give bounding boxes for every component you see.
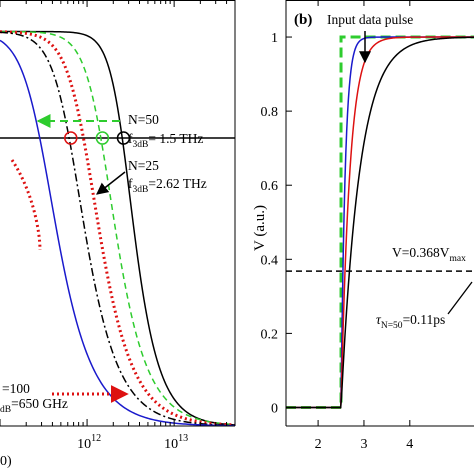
n50-label: N=50	[128, 112, 159, 127]
panel-a-series-4	[0, 39, 235, 426]
panel-a-series-3	[0, 31, 235, 426]
panel-b-ytick-label-2: 0.4	[261, 253, 279, 268]
panel-a-marker-1	[95, 131, 110, 145]
tau-label: τN=50=0.11ps	[376, 312, 445, 331]
panel-b-xtick-label-1: 3	[360, 437, 367, 452]
panel-b-plot: 0 0.2 0.4 0.6 0.8 1 2 3 4 (b) Input data pulse V…	[252, 0, 474, 452]
panel-b-ytick-label-1: 0.2	[261, 327, 279, 342]
panel-b-ytick-label-4: 0.8	[261, 105, 279, 120]
panel-b-series-1	[286, 36, 474, 409]
n25-label: N=25	[128, 158, 159, 173]
panel-b-ylabel: V (a.u.)	[252, 205, 268, 251]
input-pulse-label: Input data pulse	[327, 12, 413, 27]
threshold-label: V=0.368Vmax	[392, 245, 466, 264]
panel-b-series-2	[286, 36, 474, 409]
panel-a-series-group	[0, 30, 235, 426]
panel-b-series-3	[286, 36, 474, 409]
panel-b-label: (b)	[294, 12, 312, 28]
tau-arrow	[447, 281, 473, 315]
panel-a-xtick-label-0: 1012	[77, 433, 101, 452]
f50-label: f3dB= 1.5 THz	[128, 131, 203, 150]
f25-label: f3dB=2.62 THz	[128, 176, 207, 195]
panel-a-series-2	[0, 30, 235, 426]
panel-a-axes: 1012 1013	[0, 0, 236, 452]
panel-b-xtick-label-0: 2	[315, 437, 322, 452]
n100-label: =100	[2, 381, 30, 396]
f100-label: dB=650 GHz	[0, 396, 68, 415]
panel-a-plot: 1012 1013 N=50 f3dB= 1.5 THz N=25 f3dB=2.…	[0, 0, 236, 469]
red-dotted-arrow	[10, 159, 42, 251]
panel-a-series-1	[0, 30, 235, 426]
panel-a-marker-group	[64, 131, 131, 145]
panel-b-series-0	[286, 35, 474, 409]
panel-b-series-group	[286, 35, 474, 409]
panel-b-ytick-label-0: 0	[271, 401, 278, 416]
panel-b-ytick-label-3: 0.6	[261, 179, 279, 194]
panel-a-xtick-label-1: 1013	[164, 433, 188, 452]
panel-a-series-0	[0, 30, 235, 426]
panel-a-marker-2	[64, 131, 78, 145]
panel-b-xtick-label-2: 4	[406, 437, 413, 452]
panel-a-marker-0	[116, 131, 131, 145]
panel-b-ytick-label-5: 1	[271, 31, 278, 46]
panel-b-axes: 0 0.2 0.4 0.6 0.8 1 2 3 4	[261, 0, 474, 452]
n25-arrow	[96, 171, 126, 195]
panel-a-bottom-label: 0)	[0, 454, 12, 469]
